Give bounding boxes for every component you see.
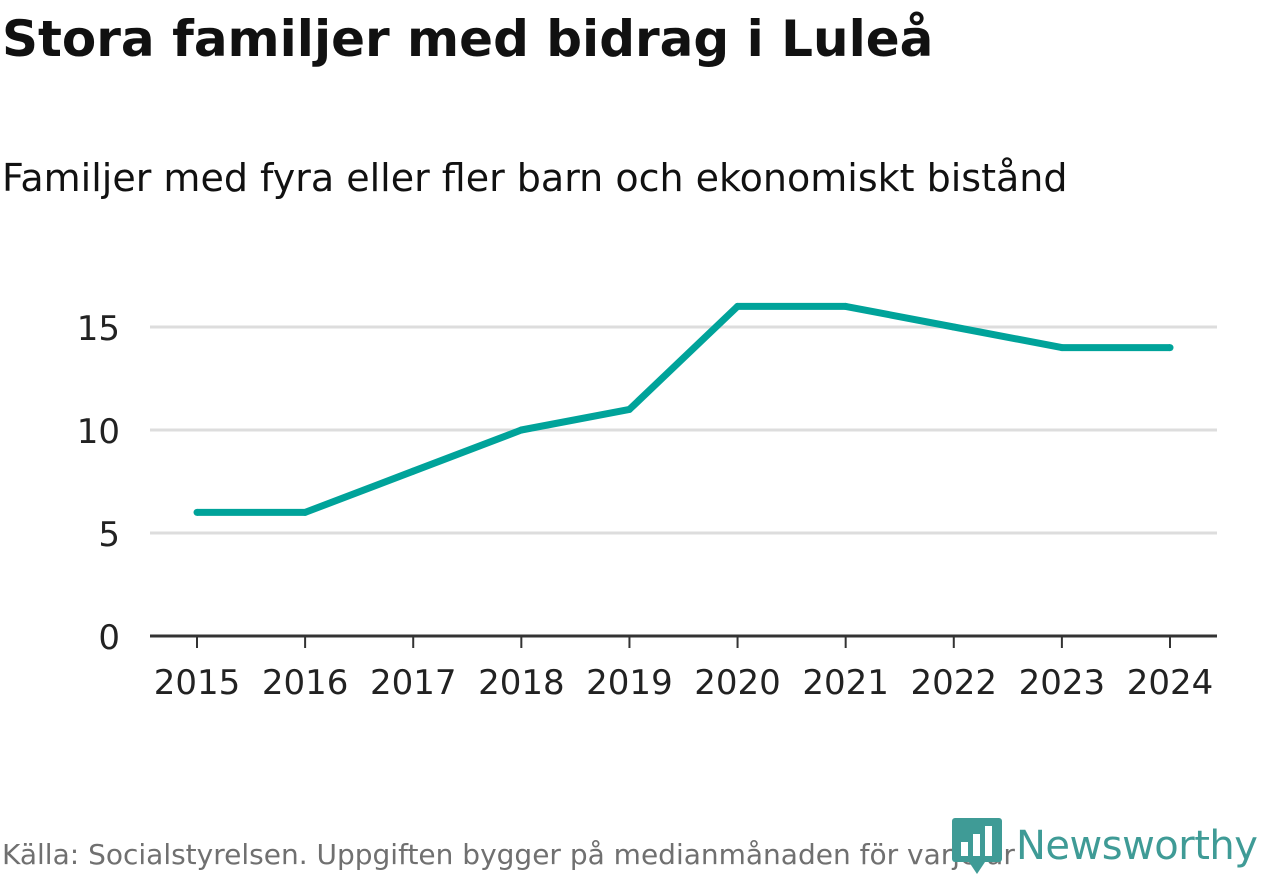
- x-tick-label: 2019: [586, 663, 673, 703]
- data-point: [409, 467, 417, 475]
- series-line: [197, 302, 1170, 516]
- data-point: [193, 508, 201, 516]
- chart-title: Stora familjer med bidrag i Luleå: [2, 10, 934, 68]
- source-note: Källa: Socialstyrelsen. Uppgiften bygger…: [2, 838, 1015, 871]
- x-tick-label: 2020: [694, 663, 781, 703]
- data-point: [734, 302, 742, 310]
- x-tick-label: 2017: [370, 663, 457, 703]
- data-point: [842, 302, 850, 310]
- chart-subtitle: Familjer med fyra eller fler barn och ek…: [2, 156, 1068, 200]
- bar-chart-pin-icon: [952, 818, 1002, 874]
- y-tick-label: 5: [98, 515, 120, 555]
- data-point: [950, 323, 958, 331]
- x-tick-label: 2022: [911, 663, 998, 703]
- x-tick-label: 2023: [1019, 663, 1106, 703]
- line-chart: 0 5 10 15 2015 2016 2017 2018 2019 2020 2021 2022 20…: [77, 302, 1217, 703]
- data-point: [301, 508, 309, 516]
- x-tick-label: 2021: [802, 663, 889, 703]
- data-point: [1166, 344, 1174, 352]
- brand-logo-group[interactable]: Newsworthy: [952, 818, 1258, 874]
- y-tick-label: 10: [77, 412, 120, 452]
- data-point: [517, 426, 525, 434]
- x-tick-label: 2015: [154, 663, 241, 703]
- y-tick-label: 15: [77, 309, 120, 349]
- brand-name[interactable]: Newsworthy: [1016, 823, 1258, 869]
- x-tick-label: 2024: [1127, 663, 1214, 703]
- x-tick-label: 2018: [478, 663, 565, 703]
- data-point: [1058, 344, 1066, 352]
- y-tick-label: 0: [98, 618, 120, 658]
- x-tick-label: 2016: [262, 663, 349, 703]
- data-point: [625, 405, 633, 413]
